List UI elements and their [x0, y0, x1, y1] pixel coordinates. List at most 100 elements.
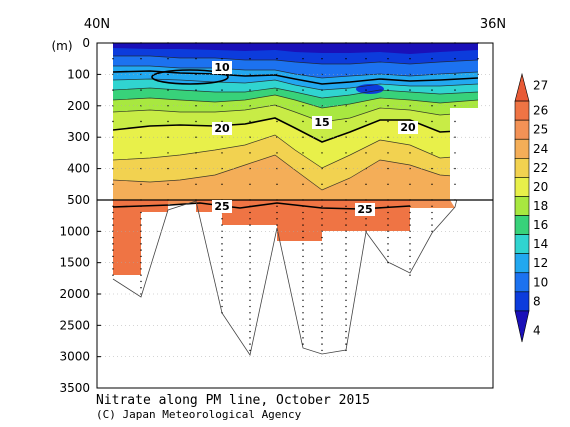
station-dot	[276, 58, 278, 60]
station-dot	[221, 280, 223, 283]
station-dot	[321, 255, 323, 258]
station-dot	[387, 218, 389, 220]
station-dot	[221, 287, 223, 289]
station-dot	[140, 58, 142, 60]
station-dot	[195, 152, 197, 154]
colorbar-label-16: 16	[533, 218, 548, 232]
station-dot	[140, 287, 142, 289]
station-dot	[321, 312, 323, 314]
station-dot	[321, 287, 323, 289]
station-dot	[387, 261, 389, 264]
station-dot	[140, 211, 142, 214]
station-dot	[276, 224, 278, 226]
y-tick-label-1500: 1500	[59, 256, 90, 270]
station-dot	[221, 218, 223, 220]
station-dot	[140, 152, 142, 154]
station-dot	[302, 293, 304, 295]
colorbar-label-4: 4	[533, 323, 541, 337]
station-dot	[140, 205, 142, 207]
station-dot	[409, 224, 411, 226]
station-dot	[302, 236, 304, 239]
station-dot	[112, 243, 114, 245]
station-dot	[431, 152, 433, 154]
colorbar-swatch	[514, 177, 530, 197]
station-dot	[431, 120, 433, 123]
station-dot	[249, 236, 251, 239]
contour-label-25a: 25	[214, 200, 229, 213]
station-dot	[302, 243, 304, 245]
station-dot	[345, 255, 347, 258]
station-dot	[365, 224, 367, 226]
station-dot	[112, 211, 114, 214]
station-dot	[409, 205, 411, 207]
station-dot	[112, 274, 114, 276]
station-dot	[302, 218, 304, 220]
station-dot	[112, 89, 114, 91]
y-tick-label-3500: 3500	[59, 381, 90, 395]
station-dot	[249, 89, 251, 91]
station-dot	[276, 205, 278, 207]
station-dot	[140, 218, 142, 220]
station-dot	[167, 136, 169, 138]
station-dot	[321, 211, 323, 214]
station-dot	[454, 136, 456, 138]
station-dot	[409, 268, 411, 270]
station-dot	[321, 224, 323, 226]
station-dot	[321, 349, 323, 352]
station-dot	[321, 330, 323, 333]
station-dot	[387, 89, 389, 91]
station-dot	[302, 167, 304, 170]
station-dot	[302, 152, 304, 154]
colorbar-swatch	[514, 138, 530, 159]
station-dot	[387, 152, 389, 154]
station-dot	[454, 183, 456, 185]
contour-labels: 10 15 20 20 25 25	[212, 61, 418, 216]
station-dot	[112, 218, 114, 220]
station-dot	[167, 58, 169, 60]
station-dot	[345, 280, 347, 283]
station-dot	[249, 255, 251, 258]
station-dot	[345, 152, 347, 154]
colorbar-swatch	[514, 234, 530, 254]
station-dot	[249, 312, 251, 314]
station-dot	[302, 249, 304, 251]
station-dot	[431, 105, 433, 107]
station-dot	[302, 343, 304, 345]
station-dot	[477, 58, 479, 60]
colorbar-label-22: 22	[533, 161, 548, 175]
station-dot	[302, 136, 304, 138]
station-dot	[321, 183, 323, 185]
station-dot	[321, 299, 323, 301]
colorbar-label-27: 27	[533, 79, 548, 93]
station-dot	[140, 120, 142, 123]
station-dot	[431, 73, 433, 76]
station-dot	[221, 224, 223, 226]
station-dot	[454, 120, 456, 123]
station-dot	[249, 152, 251, 154]
station-dot	[302, 337, 304, 339]
station-dot	[195, 89, 197, 91]
station-dot	[321, 58, 323, 60]
station-dot	[387, 105, 389, 107]
station-dot	[365, 58, 367, 60]
contour-label-20b: 20	[400, 121, 416, 134]
station-dot	[321, 205, 323, 207]
station-dot	[221, 274, 223, 276]
station-dot	[140, 236, 142, 239]
station-dot	[409, 274, 411, 276]
station-dot	[321, 337, 323, 339]
station-dot	[387, 236, 389, 239]
colorbar-label-20: 20	[533, 180, 548, 194]
station-dot	[321, 89, 323, 91]
station-dot	[249, 287, 251, 289]
station-dot	[167, 183, 169, 185]
station-dot	[221, 89, 223, 91]
colorbar-swatch	[514, 291, 530, 312]
station-dot	[345, 205, 347, 207]
station-dot	[221, 299, 223, 301]
y-tick-label-3000: 3000	[59, 350, 90, 364]
station-dot	[345, 183, 347, 185]
station-dot	[140, 268, 142, 270]
